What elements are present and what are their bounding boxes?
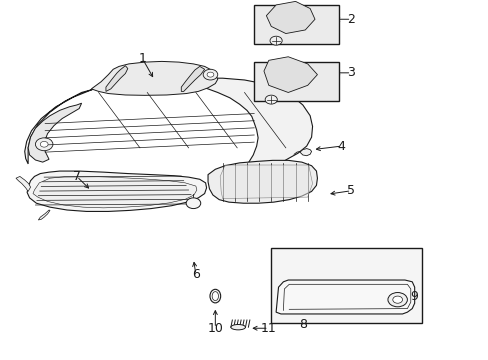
Text: 6: 6 xyxy=(192,268,200,281)
Polygon shape xyxy=(220,165,312,199)
Polygon shape xyxy=(276,280,414,314)
Polygon shape xyxy=(181,66,204,91)
Polygon shape xyxy=(207,160,317,203)
Circle shape xyxy=(186,198,201,208)
Ellipse shape xyxy=(212,292,218,301)
Bar xyxy=(271,248,421,323)
Text: 1: 1 xyxy=(138,52,146,65)
Polygon shape xyxy=(106,66,127,91)
Polygon shape xyxy=(16,176,30,192)
Polygon shape xyxy=(27,171,206,211)
Text: 11: 11 xyxy=(261,322,276,335)
Ellipse shape xyxy=(269,36,282,45)
Circle shape xyxy=(206,72,213,77)
Circle shape xyxy=(40,141,48,147)
Text: 10: 10 xyxy=(207,322,223,335)
Polygon shape xyxy=(25,78,312,176)
Bar xyxy=(254,62,339,102)
Text: 9: 9 xyxy=(410,289,418,303)
Text: 7: 7 xyxy=(73,170,81,183)
Polygon shape xyxy=(91,62,217,95)
Text: 3: 3 xyxy=(347,66,355,79)
Polygon shape xyxy=(264,57,317,93)
Bar xyxy=(254,5,339,44)
Polygon shape xyxy=(266,1,314,33)
Ellipse shape xyxy=(209,289,220,303)
Polygon shape xyxy=(38,210,50,220)
Circle shape xyxy=(392,296,402,303)
Text: 4: 4 xyxy=(337,140,345,153)
Polygon shape xyxy=(299,149,311,156)
Polygon shape xyxy=(28,103,81,162)
Circle shape xyxy=(387,293,407,307)
Polygon shape xyxy=(33,176,197,208)
Text: 2: 2 xyxy=(347,13,355,26)
Circle shape xyxy=(35,138,53,151)
Ellipse shape xyxy=(230,324,245,330)
Circle shape xyxy=(203,69,217,80)
Text: 8: 8 xyxy=(298,318,306,331)
Ellipse shape xyxy=(264,95,277,104)
Text: 5: 5 xyxy=(347,184,355,197)
